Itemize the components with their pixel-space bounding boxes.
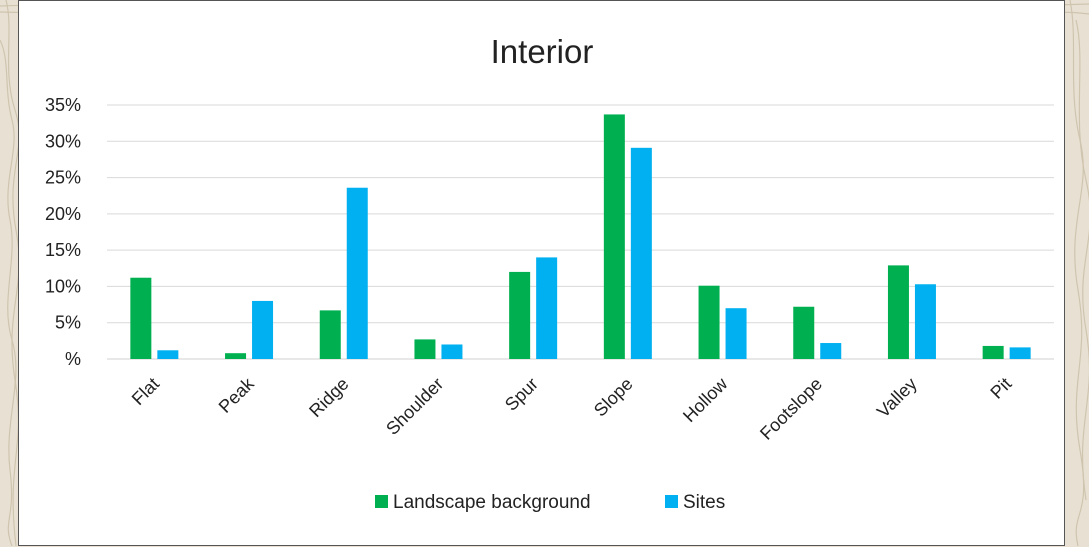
bar-landscape-background bbox=[319, 310, 341, 359]
bar-sites bbox=[441, 344, 463, 359]
x-category-label: Shoulder bbox=[382, 374, 447, 439]
y-tick-label: 10% bbox=[45, 276, 81, 296]
bar-landscape-background bbox=[603, 114, 625, 359]
x-category-label: Ridge bbox=[305, 374, 352, 421]
bar-sites bbox=[725, 308, 747, 359]
bar-sites bbox=[346, 187, 368, 359]
y-tick-label: 35% bbox=[45, 95, 81, 115]
legend-label: Sites bbox=[683, 492, 725, 513]
bar-landscape-background bbox=[414, 339, 436, 359]
x-category-label: Hollow bbox=[679, 373, 732, 426]
x-category-label: Pit bbox=[986, 374, 1015, 403]
y-axis-ticks: % 5% 10% 15% 20% 25% 30% 35% bbox=[45, 95, 81, 369]
legend: Landscape background Sites bbox=[375, 492, 725, 513]
legend-swatch bbox=[375, 495, 388, 508]
legend-label: Landscape background bbox=[393, 492, 591, 513]
x-axis-categories: Flat Peak Ridge Shoulder Spur Slope Hollow Foot… bbox=[128, 373, 1016, 444]
bar-landscape-background bbox=[793, 306, 815, 359]
bar-landscape-background bbox=[698, 285, 720, 359]
bar-sites bbox=[1009, 347, 1031, 359]
x-category-label: Peak bbox=[215, 373, 259, 417]
bar-sites bbox=[914, 284, 936, 359]
x-category-label: Slope bbox=[590, 374, 637, 421]
gridlines bbox=[107, 104, 1054, 360]
y-tick-label: 30% bbox=[45, 131, 81, 151]
y-tick-label: % bbox=[65, 349, 81, 369]
bar-landscape-background bbox=[887, 265, 909, 359]
bar-landscape-background bbox=[225, 353, 247, 359]
x-category-label: Footslope bbox=[756, 374, 826, 444]
bar-chart: Interior % 5% 10% 15% 20% 25% 30% 35% Flat Peak R… bbox=[45, 33, 1054, 513]
legend-swatch bbox=[665, 495, 678, 508]
y-tick-label: 15% bbox=[45, 240, 81, 260]
chart-title: Interior bbox=[491, 33, 594, 70]
bar-sites bbox=[630, 147, 652, 359]
y-tick-label: 20% bbox=[45, 204, 81, 224]
bar-landscape-background bbox=[982, 345, 1004, 359]
bar-landscape-background bbox=[509, 271, 531, 359]
bar-landscape-background bbox=[130, 277, 152, 359]
chart-frame: Interior % 5% 10% 15% 20% 25% 30% 35% Flat Peak R… bbox=[18, 0, 1065, 546]
y-tick-label: 5% bbox=[55, 313, 81, 333]
y-tick-label: 25% bbox=[45, 168, 81, 188]
bars bbox=[130, 114, 1031, 359]
x-category-label: Spur bbox=[501, 374, 542, 415]
bar-sites bbox=[252, 300, 274, 359]
bar-sites bbox=[157, 350, 179, 359]
bar-sites bbox=[536, 257, 558, 359]
x-category-label: Flat bbox=[128, 374, 163, 409]
x-category-label: Valley bbox=[873, 374, 921, 422]
bar-sites bbox=[820, 343, 842, 359]
